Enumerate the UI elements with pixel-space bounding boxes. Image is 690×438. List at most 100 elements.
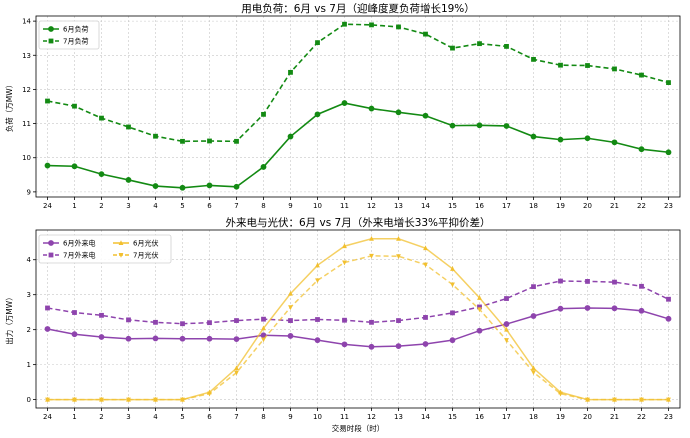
data-point: [666, 296, 671, 302]
data-point: [422, 112, 429, 119]
grid: [36, 16, 680, 197]
data-point: [342, 260, 347, 266]
data-point: [44, 326, 51, 332]
legend: 6月外来电 7月外来电 6月光伏 7月光伏: [38, 234, 172, 264]
x-tick-label: 19: [556, 413, 565, 421]
data-point: [342, 317, 347, 323]
x-tick-label: 14: [421, 202, 430, 210]
data-point: [71, 163, 78, 170]
data-point: [261, 337, 266, 343]
data-point: [557, 305, 564, 312]
data-point: [612, 66, 617, 72]
x-axis-label: 交易时段（时）: [332, 423, 385, 433]
data-point: [72, 103, 77, 109]
legend-box: [38, 234, 172, 264]
data-point: [179, 184, 186, 191]
data-point: [369, 319, 374, 325]
series-7月负荷: [45, 21, 671, 144]
legend-label: 6月外来电: [63, 239, 95, 248]
y-axis-label: 负荷（万MW）: [4, 81, 14, 132]
x-tick-label: 24: [43, 202, 52, 210]
data-point: [611, 139, 618, 146]
legend-label: 6月负荷: [63, 25, 88, 34]
data-point: [180, 138, 185, 144]
y-tick-label: 9: [27, 188, 31, 196]
data-point: [450, 266, 455, 271]
data-point: [99, 312, 104, 318]
data-point: [477, 307, 482, 313]
legend-marker: [48, 240, 54, 246]
legend-label: 7月负荷: [63, 37, 88, 46]
x-tick-label: 21: [610, 413, 619, 421]
data-point: [531, 370, 536, 376]
data-point: [638, 307, 645, 314]
data-point: [153, 397, 158, 403]
legend-label: 7月光伏: [133, 251, 158, 260]
y-tick-label: 4: [27, 256, 32, 264]
data-point: [503, 321, 510, 327]
data-point: [261, 325, 266, 331]
x-tick-label: 16: [475, 413, 484, 421]
y-tick-label: 14: [22, 18, 31, 26]
data-point: [71, 331, 78, 338]
data-point: [342, 243, 347, 249]
data-point: [234, 318, 239, 323]
x-tick-label: 4: [153, 202, 158, 210]
data-point: [585, 63, 590, 68]
data-point: [639, 397, 644, 403]
legend-marker: [48, 252, 54, 258]
data-point: [207, 391, 212, 397]
chart-title: 用电负荷：6月 vs 7月（迎峰度夏负荷增长19%）: [241, 2, 475, 15]
data-point: [288, 305, 293, 311]
x-tick-label: 15: [448, 202, 457, 210]
data-point: [423, 31, 428, 37]
data-point: [504, 43, 509, 49]
chart-panel-2: 外来电与光伏：6月 vs 7月（外来电增长33%平抑价差）24 1 2 3 4 5 6 7 8 9…: [4, 216, 681, 433]
series-7月光伏: [45, 253, 671, 403]
data-point: [612, 397, 617, 403]
data-point: [396, 24, 401, 30]
data-point: [314, 111, 321, 118]
data-point: [315, 262, 320, 268]
x-tick-label: 9: [288, 413, 292, 421]
series-6月外来电: [44, 305, 672, 350]
data-point: [152, 183, 159, 189]
data-point: [531, 56, 536, 62]
data-point: [315, 40, 320, 46]
data-point: [423, 315, 428, 320]
plot-frame: [35, 229, 681, 409]
y-tick-label: 2: [27, 326, 31, 334]
data-point: [179, 335, 186, 342]
data-point: [98, 171, 105, 178]
data-point: [638, 146, 645, 153]
x-tick-label: 3: [126, 413, 130, 421]
data-point: [125, 335, 132, 342]
data-point: [369, 253, 374, 259]
x-tick-label: 23: [664, 202, 673, 210]
data-point: [180, 397, 185, 403]
data-point: [153, 319, 158, 325]
x-tick-label: 7: [234, 202, 238, 210]
data-point: [557, 136, 564, 143]
data-point: [530, 133, 537, 140]
x-tick-label: 23: [664, 413, 673, 421]
data-point: [423, 262, 428, 268]
plot-frame: [35, 15, 681, 198]
data-point: [152, 335, 159, 342]
data-point: [206, 335, 213, 342]
data-point: [504, 338, 509, 343]
series-7月外来电: [45, 278, 671, 327]
data-point: [180, 321, 185, 327]
data-point: [503, 123, 510, 129]
y-tick-label: 13: [22, 52, 31, 60]
x-tick-label: 5: [180, 413, 184, 421]
data-point: [558, 278, 563, 284]
data-point: [666, 80, 671, 85]
data-point: [450, 310, 455, 316]
data-point: [422, 341, 429, 347]
data-point: [288, 318, 293, 323]
data-point: [234, 138, 239, 144]
x-tick-label: 7: [234, 413, 238, 421]
x-tick-label: 16: [475, 202, 484, 210]
